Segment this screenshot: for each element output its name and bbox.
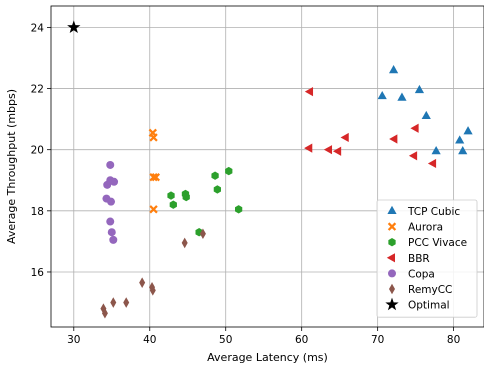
point-bbr <box>304 87 314 97</box>
x-tick-label: 80 <box>447 334 460 346</box>
legend-label-tcp-cubic: TCP Cubic <box>407 206 460 218</box>
series-tcp-cubic <box>377 65 473 155</box>
legend-box <box>376 199 478 318</box>
x-tick-label: 40 <box>143 334 156 346</box>
series-pcc-vivace <box>167 166 243 237</box>
point-pcc-vivace <box>235 205 243 214</box>
point-aurora <box>149 133 158 142</box>
point-copa <box>109 235 118 244</box>
point-bbr <box>304 143 313 153</box>
point-bbr <box>427 158 437 169</box>
x-tick-label: 70 <box>371 334 384 346</box>
point-remycc <box>100 303 107 314</box>
y-tick-label: 22 <box>31 84 44 96</box>
y-tick-label: 20 <box>31 145 44 157</box>
y-axis-ticks: 16 18 20 22 24 <box>31 22 51 279</box>
point-remycc <box>110 297 117 308</box>
y-tick-label: 24 <box>31 22 45 34</box>
x-axis-label: Average Latency (ms) <box>207 351 328 364</box>
point-remycc <box>101 307 108 319</box>
point-bbr <box>340 132 349 143</box>
point-aurora <box>151 173 161 182</box>
legend-marker-copa <box>388 269 396 278</box>
point-copa <box>107 228 116 237</box>
legend-marker-aurora <box>387 222 397 231</box>
point-tcp-cubic <box>421 110 431 120</box>
point-bbr <box>408 151 418 161</box>
legend-marker-optimal <box>385 297 399 311</box>
x-tick-label: 50 <box>219 334 232 346</box>
point-remycc <box>149 285 156 296</box>
point-pcc-vivace <box>169 200 177 209</box>
point-pcc-vivace <box>167 191 175 200</box>
y-tick-label: 18 <box>31 206 44 218</box>
y-axis-label: Average Throughput (mbps) <box>5 89 18 244</box>
point-copa <box>110 177 119 186</box>
point-copa <box>107 197 116 206</box>
point-bbr <box>410 123 419 133</box>
x-axis-ticks: 30 40 50 60 70 80 <box>67 327 460 346</box>
series-copa <box>102 160 119 244</box>
series-aurora <box>148 128 161 214</box>
point-remycc <box>199 228 206 240</box>
point-pcc-vivace <box>213 185 221 194</box>
plot-frame <box>50 5 484 328</box>
legend-label-copa: Copa <box>408 268 435 280</box>
legend-label-remycc: RemyCC <box>408 284 452 296</box>
point-pcc-vivace <box>182 192 190 202</box>
point-tcp-cubic <box>377 90 387 100</box>
series-bbr <box>304 87 437 169</box>
point-pcc-vivace <box>225 166 233 176</box>
point-tcp-cubic <box>431 146 441 155</box>
point-tcp-cubic <box>414 84 425 94</box>
x-tick-label: 60 <box>295 334 308 346</box>
point-pcc-vivace <box>211 171 219 180</box>
legend-marker-tcp-cubic <box>387 205 397 214</box>
legend-label-optimal: Optimal <box>408 300 450 312</box>
point-tcp-cubic <box>458 146 468 155</box>
legend-marker-bbr <box>386 253 395 263</box>
point-tcp-cubic <box>455 135 465 144</box>
x-tick-label: 30 <box>67 334 80 346</box>
point-remycc <box>123 297 130 308</box>
grid-lines <box>51 6 484 327</box>
point-copa <box>106 160 115 169</box>
point-tcp-cubic <box>397 92 407 101</box>
point-copa <box>106 217 115 226</box>
point-remycc <box>139 277 146 288</box>
point-optimal <box>67 20 81 34</box>
point-tcp-cubic <box>463 126 473 135</box>
point-tcp-cubic <box>389 65 399 74</box>
series-optimal <box>67 20 81 34</box>
y-tick-label: 16 <box>31 267 45 279</box>
legend: TCP Cubic Aurora PCC Vivace BBR Copa RemyCC Op… <box>376 199 478 318</box>
point-aurora <box>149 205 158 214</box>
data-points <box>67 20 473 319</box>
series-remycc <box>100 228 206 319</box>
legend-label-pcc-vivace: PCC Vivace <box>408 237 467 249</box>
point-bbr <box>332 146 342 156</box>
legend-marker-pcc-vivace <box>388 238 396 247</box>
point-aurora <box>149 173 158 182</box>
point-remycc <box>181 237 188 249</box>
point-bbr <box>323 145 333 155</box>
legend-marker-remycc <box>389 283 395 295</box>
legend-label-aurora: Aurora <box>408 222 443 234</box>
point-bbr <box>389 134 398 144</box>
legend-label-bbr: BBR <box>408 253 430 265</box>
